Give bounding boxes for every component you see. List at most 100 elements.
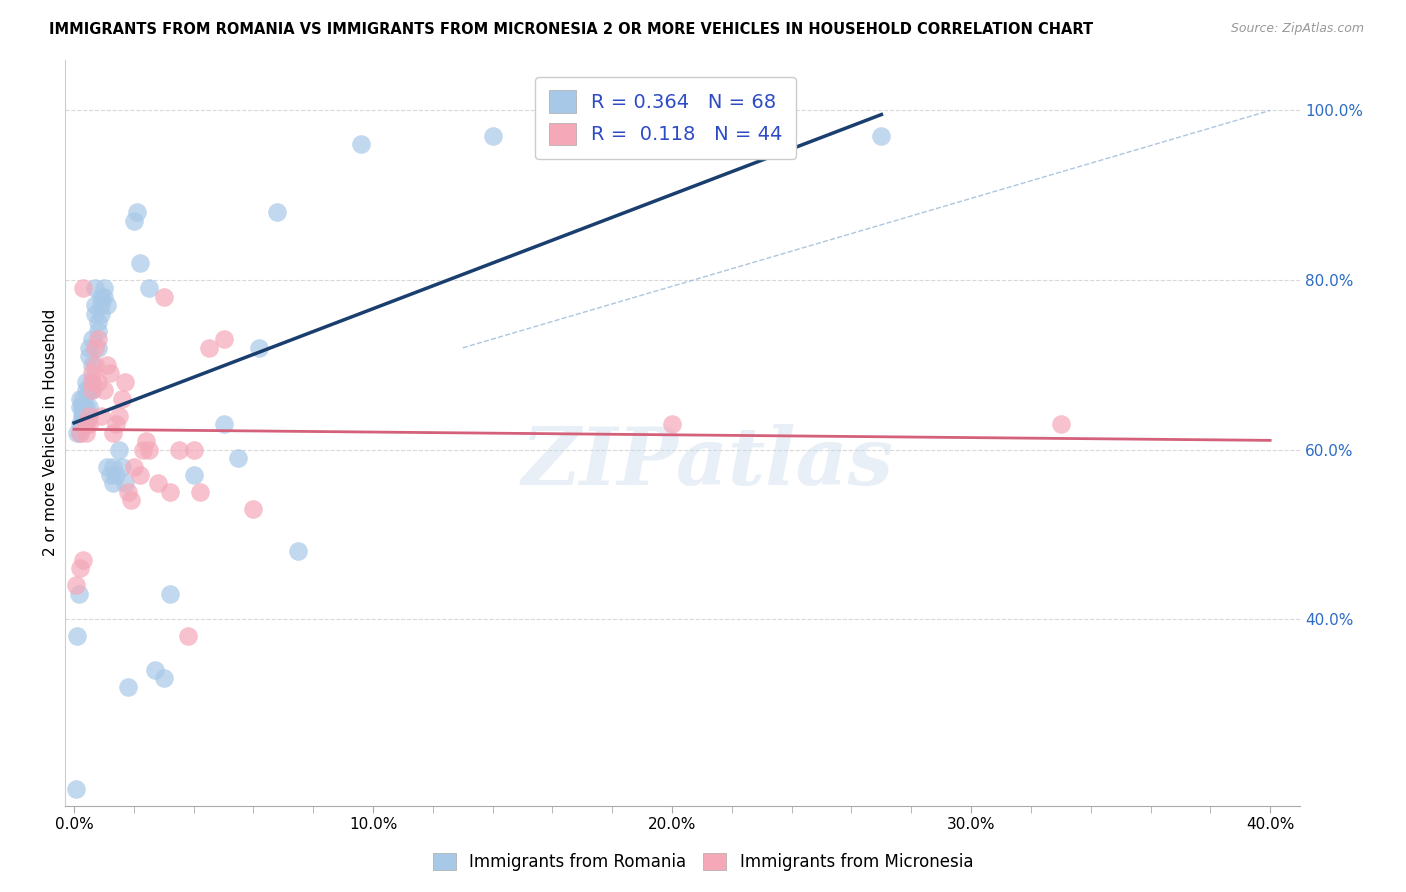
Point bbox=[111, 459, 134, 474]
Point bbox=[84, 307, 107, 321]
Point bbox=[132, 442, 155, 457]
Point bbox=[108, 442, 131, 457]
Point bbox=[77, 409, 100, 423]
Point bbox=[122, 459, 145, 474]
Point bbox=[77, 383, 100, 397]
Point bbox=[183, 467, 205, 482]
Point bbox=[72, 409, 94, 423]
Point bbox=[69, 425, 91, 440]
Point bbox=[93, 290, 115, 304]
Point bbox=[67, 587, 90, 601]
Point bbox=[661, 417, 683, 431]
Point bbox=[69, 417, 91, 431]
Point bbox=[159, 484, 181, 499]
Point bbox=[84, 341, 107, 355]
Point bbox=[98, 366, 121, 380]
Point bbox=[65, 578, 87, 592]
Point bbox=[77, 383, 100, 397]
Point bbox=[75, 417, 97, 431]
Point bbox=[138, 442, 160, 457]
Point bbox=[66, 425, 89, 440]
Point bbox=[87, 341, 110, 355]
Point bbox=[135, 434, 157, 448]
Point bbox=[90, 298, 112, 312]
Point bbox=[117, 680, 139, 694]
Point bbox=[72, 400, 94, 414]
Point bbox=[96, 459, 118, 474]
Point bbox=[96, 298, 118, 312]
Point bbox=[77, 341, 100, 355]
Point bbox=[104, 467, 127, 482]
Point bbox=[117, 484, 139, 499]
Point bbox=[87, 315, 110, 329]
Point bbox=[101, 459, 124, 474]
Point bbox=[80, 358, 103, 372]
Point bbox=[69, 392, 91, 406]
Point bbox=[80, 332, 103, 346]
Text: IMMIGRANTS FROM ROMANIA VS IMMIGRANTS FROM MICRONESIA 2 OR MORE VEHICLES IN HOUS: IMMIGRANTS FROM ROMANIA VS IMMIGRANTS FR… bbox=[49, 22, 1094, 37]
Point bbox=[72, 392, 94, 406]
Point bbox=[72, 417, 94, 431]
Point bbox=[77, 409, 100, 423]
Point bbox=[93, 281, 115, 295]
Point bbox=[93, 383, 115, 397]
Text: ZIPatlas: ZIPatlas bbox=[522, 424, 893, 501]
Point bbox=[212, 417, 235, 431]
Point bbox=[138, 281, 160, 295]
Point bbox=[197, 341, 219, 355]
Point bbox=[114, 375, 136, 389]
Point bbox=[84, 358, 107, 372]
Point bbox=[183, 442, 205, 457]
Point bbox=[242, 502, 264, 516]
Point bbox=[75, 409, 97, 423]
Point bbox=[75, 425, 97, 440]
Point bbox=[80, 383, 103, 397]
Y-axis label: 2 or more Vehicles in Household: 2 or more Vehicles in Household bbox=[44, 309, 58, 557]
Point bbox=[90, 409, 112, 423]
Point bbox=[80, 375, 103, 389]
Point bbox=[125, 205, 148, 219]
Point bbox=[75, 417, 97, 431]
Point bbox=[481, 128, 503, 143]
Point bbox=[69, 400, 91, 414]
Point bbox=[70, 409, 93, 423]
Point bbox=[90, 290, 112, 304]
Point bbox=[80, 375, 103, 389]
Point bbox=[80, 366, 103, 380]
Point bbox=[167, 442, 190, 457]
Point bbox=[350, 137, 373, 152]
Point bbox=[228, 450, 250, 465]
Point bbox=[77, 417, 100, 431]
Point bbox=[77, 349, 100, 363]
Point bbox=[108, 409, 131, 423]
Point bbox=[66, 629, 89, 643]
Point bbox=[72, 553, 94, 567]
Point bbox=[72, 400, 94, 414]
Point bbox=[72, 281, 94, 295]
Legend: R = 0.364   N = 68, R =  0.118   N = 44: R = 0.364 N = 68, R = 0.118 N = 44 bbox=[534, 77, 796, 159]
Point bbox=[80, 383, 103, 397]
Point bbox=[249, 341, 271, 355]
Point bbox=[72, 409, 94, 423]
Point bbox=[114, 476, 136, 491]
Point bbox=[1049, 417, 1071, 431]
Text: Source: ZipAtlas.com: Source: ZipAtlas.com bbox=[1230, 22, 1364, 36]
Point bbox=[101, 476, 124, 491]
Point bbox=[101, 425, 124, 440]
Point bbox=[159, 587, 181, 601]
Point bbox=[128, 467, 150, 482]
Legend: Immigrants from Romania, Immigrants from Micronesia: Immigrants from Romania, Immigrants from… bbox=[425, 845, 981, 880]
Point bbox=[75, 375, 97, 389]
Point bbox=[212, 332, 235, 346]
Point bbox=[87, 375, 110, 389]
Point bbox=[69, 561, 91, 575]
Point bbox=[152, 672, 174, 686]
Point bbox=[84, 281, 107, 295]
Point bbox=[143, 663, 166, 677]
Point bbox=[120, 493, 142, 508]
Point bbox=[266, 205, 288, 219]
Point bbox=[69, 425, 91, 440]
Point bbox=[87, 324, 110, 338]
Point bbox=[77, 400, 100, 414]
Point bbox=[128, 256, 150, 270]
